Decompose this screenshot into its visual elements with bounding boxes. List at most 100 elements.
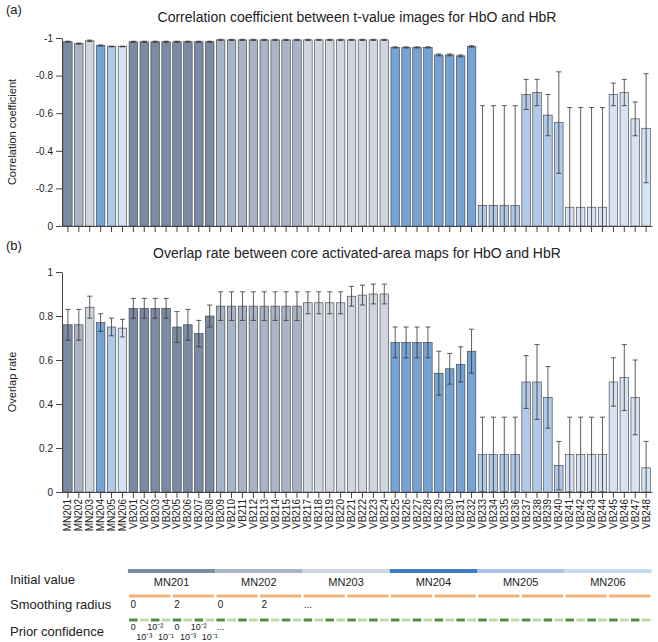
x-tick-label: VB215 (281, 499, 292, 529)
x-tick-mark (242, 226, 243, 232)
x-tick-label: VB202 (139, 499, 150, 529)
error-bar (196, 41, 201, 42)
initial-value-band (302, 569, 389, 573)
prior-segment (260, 619, 269, 622)
bar (609, 94, 618, 226)
bar (424, 342, 433, 492)
x-tick-label: VB228 (422, 499, 433, 529)
y-tick-label: 0.6 (39, 355, 53, 366)
bar (413, 47, 422, 226)
scheme-row-label: Smoothing radius (10, 597, 112, 612)
error-bar (196, 320, 201, 346)
x-tick: VB240 (553, 492, 564, 529)
smoothing-segment (129, 595, 170, 598)
prior-segment (631, 619, 640, 622)
x-tick: VB207 (193, 492, 204, 529)
x-tick: VB218 (313, 492, 324, 529)
y-tick: -0.2 (36, 183, 62, 194)
x-tick-label: VB211 (237, 499, 248, 529)
initial-value-label: MN203 (328, 576, 363, 588)
error-bar (556, 441, 561, 489)
error-bar (174, 41, 179, 42)
bar (195, 334, 204, 492)
x-tick-mark (111, 226, 112, 232)
prior-segment (293, 619, 302, 622)
plot-area (64, 39, 651, 226)
x-tick (482, 226, 483, 232)
prior-segment (391, 619, 400, 622)
y-tick-mark (56, 188, 62, 189)
y-tick-mark (56, 226, 62, 227)
x-tick-mark (296, 492, 297, 498)
x-tick (460, 226, 461, 232)
y-tick: 0 (47, 487, 62, 498)
x-tick-mark (438, 492, 439, 498)
x-tick: VB244 (597, 492, 608, 529)
x-tick-mark (537, 492, 538, 498)
x-tick-mark (362, 226, 363, 232)
x-tick-label: VB234 (488, 499, 499, 529)
error-bar (76, 309, 81, 340)
bar (129, 42, 138, 226)
x-tick-label: VB230 (444, 499, 455, 529)
x-tick (635, 226, 636, 232)
error-bar (556, 72, 561, 174)
x-tick: VB229 (433, 492, 444, 529)
prior-segment (598, 619, 607, 622)
x-tick (384, 226, 385, 232)
bar (64, 42, 73, 226)
x-tick-mark (449, 226, 450, 232)
x-tick-mark (449, 492, 450, 498)
x-tick: VB238 (532, 492, 543, 529)
x-tick (591, 226, 592, 232)
x-tick (340, 226, 341, 232)
bar (96, 46, 105, 226)
y-axis-line (62, 39, 63, 227)
error-bar (251, 292, 256, 321)
prior-label: 10⁻² (191, 622, 207, 632)
bar (315, 303, 324, 492)
error-bar (502, 106, 507, 226)
bar (162, 42, 171, 226)
x-tick-label: VB210 (226, 499, 237, 529)
bar (260, 40, 269, 226)
x-tick-mark (209, 492, 210, 498)
y-tick-label: -0.8 (36, 70, 54, 81)
x-tick-mark (100, 492, 101, 498)
prior-segment (489, 619, 498, 622)
error-bar (578, 108, 583, 226)
error-bar (600, 108, 605, 226)
x-tick (329, 226, 330, 232)
x-tick (438, 226, 439, 232)
x-tick: VB225 (390, 492, 401, 529)
y-tick-label: -0.6 (36, 108, 54, 119)
smoothing-label: 0 (218, 599, 224, 610)
x-tick-label: VB217 (302, 499, 313, 529)
x-tick: VB235 (499, 492, 510, 529)
x-tick-mark (318, 492, 319, 498)
error-bar (164, 41, 169, 42)
prior-segment (402, 619, 411, 622)
error-bar (545, 367, 550, 429)
x-tick-label: VB243 (586, 499, 597, 529)
bar (227, 40, 236, 226)
bar (304, 303, 313, 492)
error-bar (611, 358, 616, 406)
bar (445, 369, 454, 492)
x-tick-mark (253, 492, 254, 498)
y-tick-mark (56, 492, 62, 493)
bar (402, 342, 411, 492)
prior-segment (315, 619, 324, 622)
x-tick-label: VB203 (150, 499, 161, 529)
bar (216, 306, 225, 492)
error-bar (294, 292, 299, 321)
error-bar (153, 41, 158, 42)
prior-segment (467, 619, 476, 622)
y-tick-label: -0.4 (36, 146, 54, 157)
error-bar (109, 318, 114, 336)
bar (271, 306, 280, 492)
bar (522, 94, 531, 226)
x-tick-mark (384, 492, 385, 498)
bar (107, 327, 116, 492)
x-tick-mark (547, 226, 548, 232)
